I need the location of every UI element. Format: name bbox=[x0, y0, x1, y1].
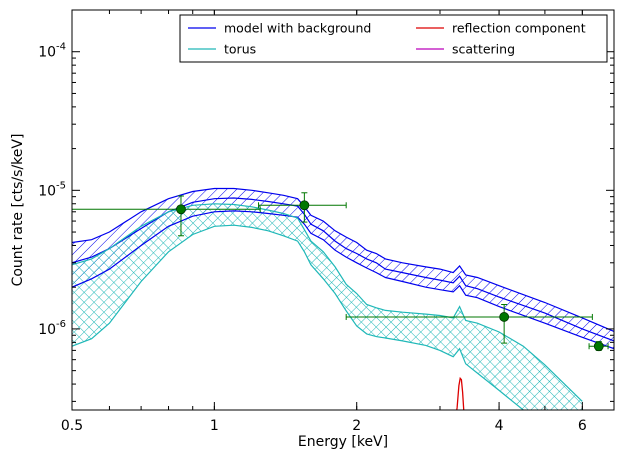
legend: model with background reflection componen… bbox=[179, 14, 608, 63]
x-tick-label: 0.5 bbox=[61, 418, 83, 434]
model-with-background-center-line bbox=[72, 197, 614, 342]
data-point-1 bbox=[71, 195, 261, 237]
data-marker bbox=[299, 200, 310, 211]
x-tick-label: 2 bbox=[352, 418, 361, 434]
data-point-2 bbox=[258, 192, 347, 223]
data-marker bbox=[176, 204, 186, 215]
torus-lower-line bbox=[72, 224, 525, 410]
legend-label: reflection component bbox=[452, 21, 586, 36]
x-axis-label: Energy [keV] bbox=[298, 434, 388, 450]
y-tick-label: 10-6 bbox=[38, 319, 66, 338]
torus-upper-line bbox=[72, 203, 583, 402]
legend-entry: reflection component bbox=[416, 21, 586, 36]
legend-label: model with background bbox=[224, 21, 371, 36]
torus-band bbox=[72, 203, 583, 410]
data-marker bbox=[593, 341, 604, 352]
legend-entry: torus bbox=[188, 42, 256, 57]
legend-label: scattering bbox=[452, 42, 515, 57]
data-point-4 bbox=[588, 341, 609, 352]
legend-box bbox=[179, 14, 608, 63]
y-tick-label: 10-4 bbox=[38, 42, 66, 61]
plot-frame bbox=[71, 9, 615, 411]
legend-label: torus bbox=[224, 42, 256, 57]
x-tick-label: 4 bbox=[495, 418, 504, 434]
x-tick-label: 1 bbox=[210, 418, 219, 434]
model-with-background-lower-line bbox=[72, 210, 614, 350]
legend-entry: model with background bbox=[188, 21, 371, 36]
y-tick-label: 10-5 bbox=[38, 180, 66, 199]
data-marker bbox=[499, 312, 510, 322]
y-axis-label: Count rate [cts/s/keV] bbox=[10, 134, 26, 287]
model-with-background-upper-line bbox=[72, 187, 614, 332]
x-tick-label: 6 bbox=[578, 418, 587, 434]
legend-entry: scattering bbox=[416, 42, 515, 57]
data-point-3 bbox=[345, 304, 593, 344]
reflection-component-line bbox=[456, 376, 465, 410]
